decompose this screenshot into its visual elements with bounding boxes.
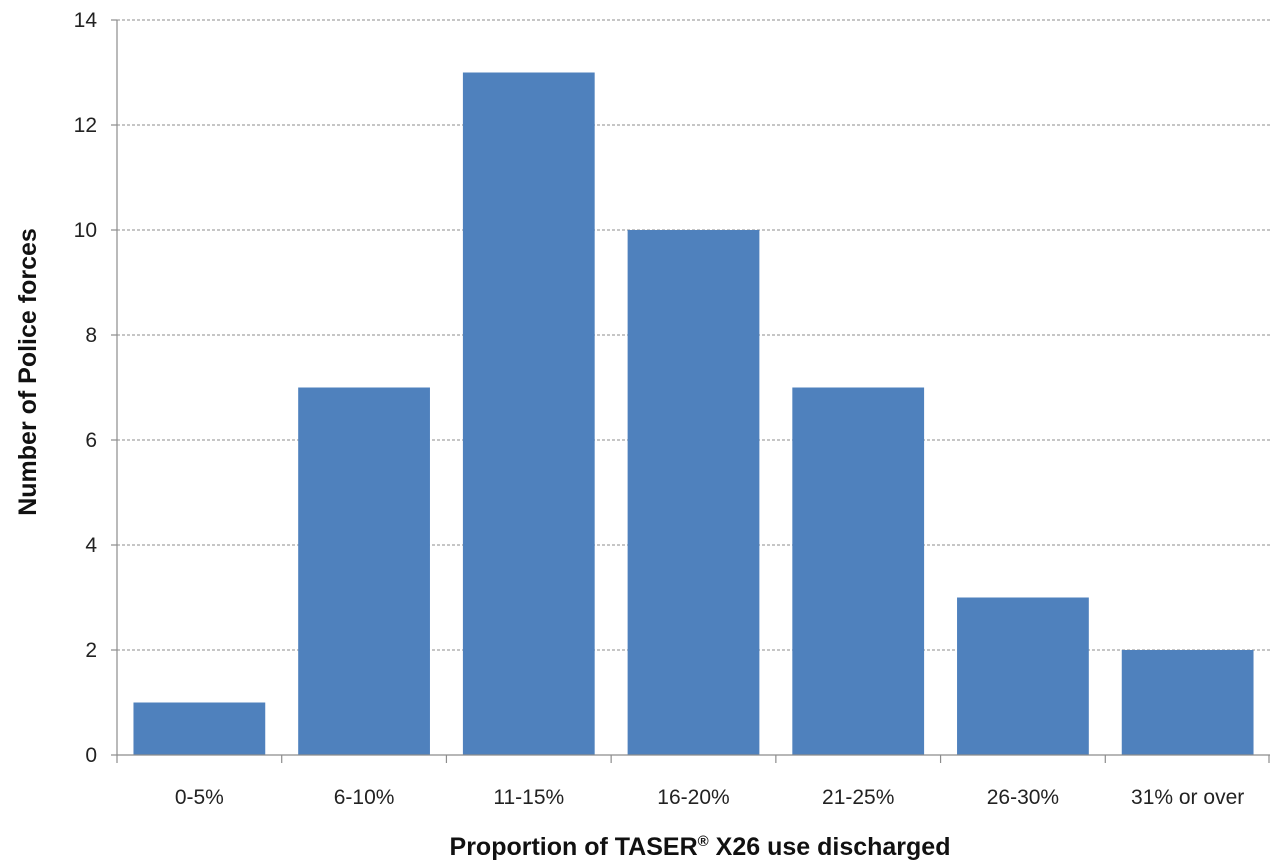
y-tick-labels: 0 2 4 6 8 10 12 14 [74,9,98,767]
bar [462,72,595,755]
x-tick-label: 16-20% [657,786,729,809]
x-tick-label: 31% or over [1131,786,1244,809]
x-tick-label: 0-5% [175,786,224,809]
y-axis-title: Number of Police forces [14,228,42,516]
y-tick-label: 6 [85,429,97,452]
bar [957,597,1089,755]
x-axis-title-suffix: X26 use discharged [709,833,951,861]
x-tick-labels: 0-5% 6-10% 11-15% 16-20% 21-25% 26-30% 31% or … [175,786,1244,809]
y-tick-label: 14 [74,9,98,32]
axes [111,19,1270,763]
registered-mark: ® [698,833,709,850]
y-tick-label: 12 [74,114,97,137]
y-tick-label: 10 [74,219,97,242]
bar [792,387,925,755]
bar [298,387,430,755]
y-tick-label: 4 [85,534,97,557]
bar [627,230,760,755]
bar [1121,650,1254,755]
x-tick-label: 6-10% [334,786,395,809]
x-tick-label: 26-30% [987,786,1059,809]
y-tick-label: 2 [85,639,97,662]
bar [133,702,266,755]
bars [133,72,1254,755]
x-axis-title-main: Proportion of TASER [450,833,698,861]
y-tick-label: 0 [85,744,97,767]
x-axis-title: Proportion of TASER® X26 use discharged [450,833,951,861]
x-tick-label: 11-15% [493,786,564,809]
y-tick-label: 8 [85,324,97,347]
x-tick-label: 21-25% [822,786,894,809]
